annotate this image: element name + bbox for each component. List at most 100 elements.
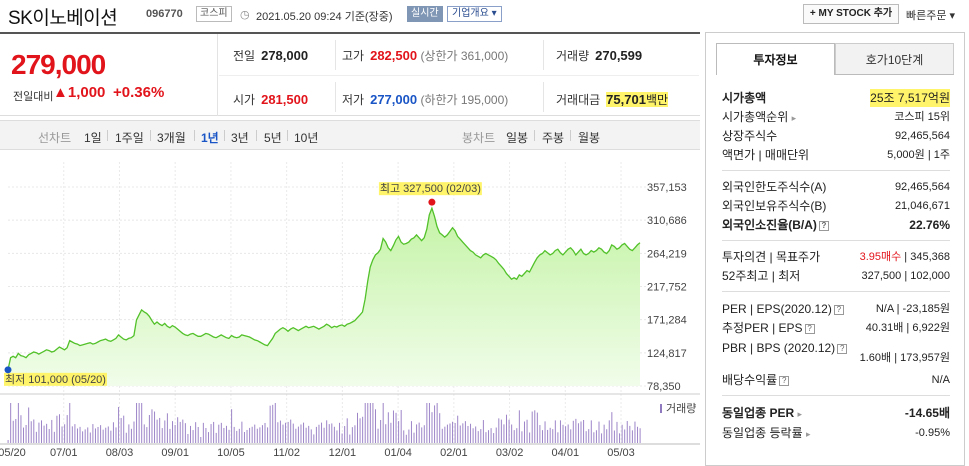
period-10y[interactable]: 10년 xyxy=(294,131,319,145)
volume-bar xyxy=(603,424,605,443)
volume-bar xyxy=(12,420,14,443)
period-1w[interactable]: 1주일 xyxy=(115,131,144,145)
help-icon[interactable]: ? xyxy=(779,375,790,386)
volume-bar xyxy=(354,425,356,443)
market-cap-label: 시가총액 xyxy=(722,91,767,105)
volume-bar xyxy=(156,419,158,443)
add-my-stock-button[interactable]: + MY STOCK 추가 xyxy=(803,4,899,24)
industry-per-value: -14.65배 xyxy=(904,406,950,420)
volume-bar xyxy=(138,403,140,443)
volume-bar xyxy=(64,424,66,443)
period-1d[interactable]: 1일 xyxy=(84,131,102,145)
volume-bar xyxy=(174,424,176,443)
volume-bar xyxy=(518,410,520,443)
volume-bar xyxy=(362,416,364,443)
candle-chart-label: 봉차트 xyxy=(462,131,496,145)
per-label: PER | EPS(2020.12) xyxy=(722,302,832,316)
foreign-limit-label: 외국인한도주식수(A) xyxy=(722,180,827,194)
volume-bar xyxy=(76,428,78,443)
tab-investment-info[interactable]: 투자정보 xyxy=(716,43,835,75)
volume-bar xyxy=(112,422,114,443)
help-icon[interactable]: ? xyxy=(833,304,844,315)
y-tick-label: 124,817 xyxy=(647,348,687,360)
caret-right-icon[interactable]: ▸ xyxy=(791,113,797,123)
volume-bar xyxy=(588,429,590,443)
volume-bar xyxy=(38,422,40,443)
volume-bar xyxy=(452,421,454,443)
volume-bar xyxy=(356,412,358,443)
per-row: PER | EPS(2020.12)? N/A | -23,185원 xyxy=(722,300,950,318)
quick-order-dropdown[interactable]: 빠른주문 ▾ xyxy=(906,10,956,22)
volume-bar xyxy=(580,421,582,443)
dividend-value: N/A xyxy=(931,374,950,386)
volume-bar xyxy=(613,430,615,443)
volume-bar xyxy=(53,431,55,443)
volume-bar xyxy=(25,425,27,443)
volume-bar xyxy=(462,423,464,443)
divider xyxy=(107,130,108,141)
divider xyxy=(722,170,950,171)
period-5y[interactable]: 5년 xyxy=(264,131,282,145)
est-per-label: 추정PER | EPS xyxy=(722,321,803,335)
candle-daily[interactable]: 일봉 xyxy=(506,131,529,145)
volume-bar xyxy=(143,424,145,443)
volume-bar xyxy=(274,403,276,443)
volume-bar xyxy=(513,430,515,443)
amount-unit: 백만 xyxy=(645,93,669,107)
volume-bar xyxy=(521,431,523,443)
period-3m[interactable]: 3개월 xyxy=(157,131,186,145)
period-3y[interactable]: 3년 xyxy=(231,131,249,145)
foreign-ratio-row: 외국인소진율(B/A)? 22.76% xyxy=(722,216,950,234)
industry-per-row: 동일업종 PER ▸ -14.65배 xyxy=(722,404,950,422)
lower-limit: (하한가 195,000) xyxy=(420,93,509,107)
help-icon[interactable]: ? xyxy=(837,343,848,354)
volume-bar xyxy=(572,420,574,443)
volume-bar xyxy=(190,425,192,443)
target-price-value: 345,368 xyxy=(910,251,950,263)
volume-bar xyxy=(313,434,315,443)
volume-bar xyxy=(164,420,166,443)
help-icon[interactable]: ? xyxy=(818,220,829,231)
low-marker xyxy=(4,366,12,374)
market-cap-rank-row: 시가총액순위 ▸ 코스피 15위 xyxy=(722,108,950,126)
price-change: ▲1,000 xyxy=(53,84,106,101)
volume-bar xyxy=(472,428,474,443)
volume-bar xyxy=(305,427,307,443)
volume-value: 270,599 xyxy=(595,48,643,63)
realtime-button[interactable]: 실시간 xyxy=(407,6,443,22)
volume-bar xyxy=(277,422,279,443)
amount-cell: 거래대금 75,701백만 xyxy=(556,91,669,108)
volume-bar xyxy=(287,421,289,443)
volume-bar xyxy=(341,433,343,443)
volume-bar xyxy=(94,428,96,443)
volume-bar xyxy=(254,424,256,443)
volume-bar xyxy=(100,425,102,443)
caret-right-icon[interactable]: ▸ xyxy=(805,429,811,439)
volume-bar xyxy=(621,424,623,443)
volume-bar xyxy=(28,407,30,443)
high-value: 282,500 xyxy=(370,48,418,63)
volume-bar xyxy=(511,424,513,443)
low-value: 277,000 xyxy=(370,92,418,107)
caret-right-icon[interactable]: ▸ xyxy=(797,409,803,419)
volume-bar xyxy=(220,422,222,443)
volume-bar xyxy=(115,427,117,443)
company-overview-dropdown[interactable]: 기업개요 ▾ xyxy=(447,6,502,22)
volume-bar xyxy=(285,422,287,443)
volume-bar xyxy=(503,424,505,443)
volume-bar xyxy=(344,426,346,443)
candle-weekly[interactable]: 주봉 xyxy=(542,131,565,145)
tab-orderbook[interactable]: 호가10단계 xyxy=(835,43,954,75)
period-1y[interactable]: 1년 xyxy=(201,131,219,145)
volume-bar xyxy=(467,425,469,443)
volume-bar xyxy=(151,409,153,443)
volume-bar xyxy=(110,430,112,443)
volume-bar xyxy=(102,429,104,443)
volume-bar xyxy=(197,427,199,443)
prev-close-label: 전일 xyxy=(233,49,256,63)
price-chart[interactable]: 357,153 310,686 264,219 217,752 171,284 124,8… xyxy=(0,152,700,466)
par-value: 5,000원 | 1주 xyxy=(887,149,950,161)
volume-bar xyxy=(464,421,466,443)
help-icon[interactable]: ? xyxy=(804,323,815,334)
candle-monthly[interactable]: 월봉 xyxy=(578,131,601,145)
